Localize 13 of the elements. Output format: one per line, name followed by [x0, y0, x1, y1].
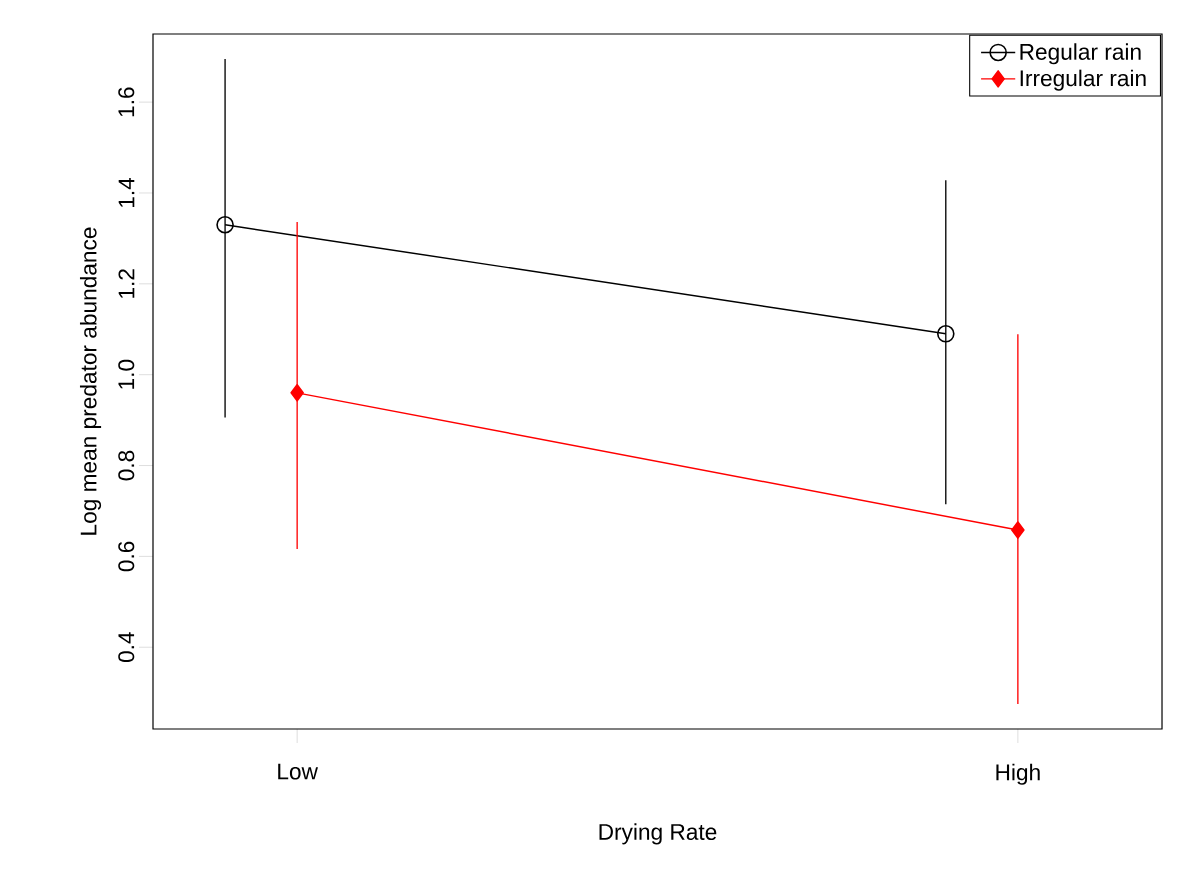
x-tick-label: High [996, 763, 1040, 785]
y-tick-label: 1.0 [118, 359, 135, 389]
y-tick-label: 1.6 [118, 87, 135, 117]
legend-label: Regular rain [1020, 43, 1141, 65]
x-tick-label: Low [278, 763, 318, 780]
y-tick-label: 0.4 [118, 632, 135, 663]
y-tick-label: 0.6 [118, 541, 135, 572]
y-axis-title: Log mean predator abundance [79, 227, 102, 535]
legend-label: Irregular rain [1020, 69, 1146, 91]
x-axis-title: Drying Rate [599, 823, 717, 845]
y-tick-label: 1.4 [118, 177, 135, 207]
y-tick-label: 0.8 [118, 450, 135, 481]
y-tick-label: 1.2 [118, 269, 135, 298]
